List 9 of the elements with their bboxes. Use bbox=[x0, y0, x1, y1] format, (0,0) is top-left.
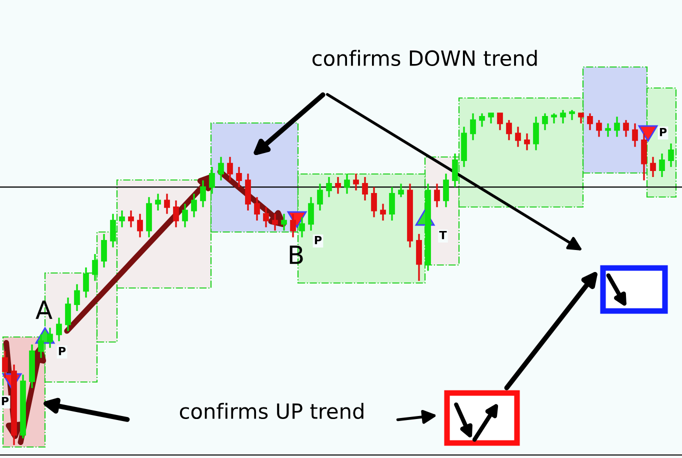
annotation: confirms UP trend bbox=[180, 402, 364, 420]
annotation: B bbox=[290, 246, 303, 264]
annotation: T bbox=[439, 230, 447, 240]
annotation: A bbox=[36, 300, 52, 319]
text: confirms DOWN trend bbox=[312, 50, 537, 66]
annotation: P bbox=[58, 346, 66, 356]
annotation: P bbox=[2, 396, 9, 406]
annotation: P bbox=[314, 236, 322, 244]
annotation: P bbox=[660, 128, 667, 136]
